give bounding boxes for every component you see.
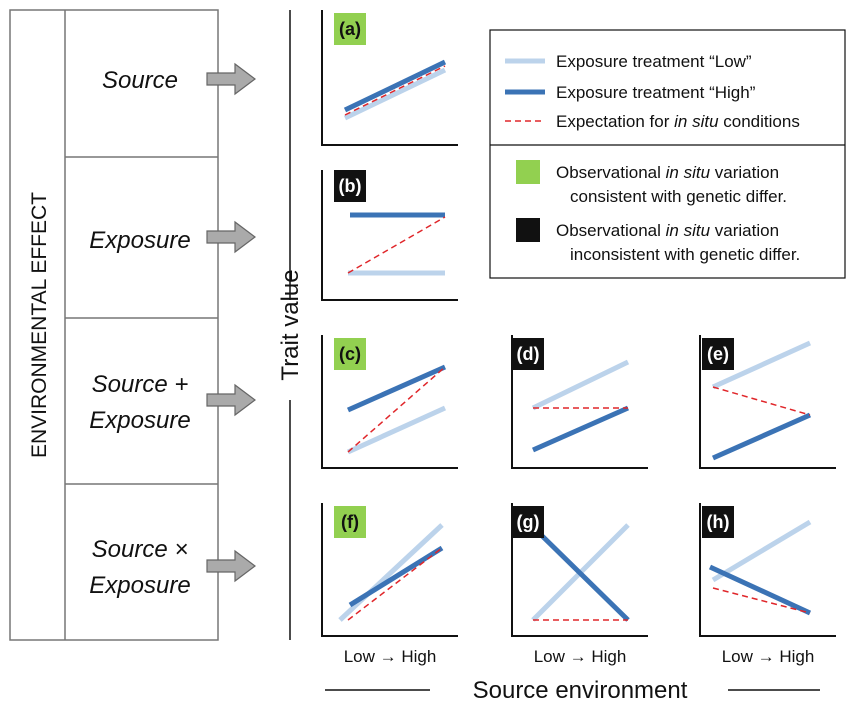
row-label: Exposure [89, 407, 190, 434]
panel-label: (a) [339, 19, 361, 39]
legend-text-part: Observational [556, 221, 666, 240]
legend-text-part: in situ [674, 112, 719, 131]
legend-text: Exposure treatment “Low” [556, 52, 752, 71]
high-line [343, 59, 447, 113]
legend-text: Expectation for in situ conditions [556, 112, 800, 131]
expect-line [712, 587, 811, 614]
low-line [711, 340, 812, 390]
panel-badge [702, 338, 734, 370]
panel-badge [334, 338, 366, 370]
legend: Exposure treatment “Low” Exposure treatm… [489, 29, 846, 279]
legend-swatch [516, 218, 540, 242]
low-line [338, 523, 444, 622]
panel-axes [511, 335, 648, 469]
legend-text-part: in situ [666, 163, 711, 182]
expect-line [347, 547, 443, 621]
legend-text-part: conditions [719, 112, 800, 131]
panel-badge [334, 506, 366, 538]
low-line [346, 405, 447, 455]
effect-label: ENVIRONMENTAL EFFECT [28, 192, 51, 458]
high-line [711, 412, 812, 461]
legend-text-part: Expectation for [556, 112, 674, 131]
row-label: Source [102, 67, 178, 94]
expect-line [347, 366, 446, 453]
panel-badge [334, 170, 366, 202]
y-label: Trait value [277, 269, 304, 380]
high-line [348, 545, 444, 608]
panel-axes [699, 503, 836, 637]
x-tick-label: Low → High [344, 647, 437, 666]
panel-label: (e) [707, 344, 729, 364]
panel-badge [334, 13, 366, 45]
high-line [531, 525, 630, 622]
low-line [711, 519, 812, 583]
row-label: Exposure [89, 227, 190, 254]
arrow [206, 220, 256, 254]
arrow [206, 383, 256, 417]
panel-axes [321, 335, 458, 469]
panels [321, 10, 836, 637]
high-line [708, 564, 812, 616]
low-line [531, 359, 630, 411]
legend-text-part: Observational [556, 163, 666, 182]
panel-badge [512, 338, 544, 370]
high-line [346, 364, 447, 413]
panel-axes [321, 10, 458, 146]
panel-label: (g) [517, 512, 540, 532]
legend-text: Exposure treatment “High” [556, 83, 756, 102]
panel-axes [511, 503, 648, 637]
panel-label: (d) [517, 344, 540, 364]
expect-line [712, 386, 811, 416]
x-label: Source environment [473, 677, 688, 702]
high-line [531, 405, 630, 453]
legend-text: Observational in situ variation [556, 163, 779, 182]
row-label: Source × [92, 536, 189, 563]
legend-swatch [516, 160, 540, 184]
expect-line [347, 216, 446, 274]
low-line [343, 67, 447, 121]
legend-box [489, 29, 846, 279]
legend-text: Observational in situ variation [556, 221, 779, 240]
panel-axes [321, 503, 458, 637]
panel-label: (c) [339, 344, 361, 364]
legend-text: inconsistent with genetic differ. [570, 245, 800, 264]
arrow [206, 549, 256, 583]
panel-axes [699, 335, 836, 469]
legend-text-part: in situ [666, 221, 711, 240]
expect-line [344, 65, 446, 116]
panel-labels: (a) (b) (c) (d) (e) (f) (g) (h) [334, 13, 734, 538]
x-tick-label: Low → High [722, 647, 815, 666]
panel-label: (h) [707, 512, 730, 532]
effect-table: ENVIRONMENTAL EFFECT Source Exposure Sou… [9, 9, 219, 641]
arrow [206, 62, 256, 96]
panel-label: (f) [341, 512, 359, 532]
panel-axes [321, 170, 458, 301]
panel-badge [702, 506, 734, 538]
panel-badge [512, 506, 544, 538]
legend-text-part: variation [710, 221, 779, 240]
legend-text: consistent with genetic differ. [570, 187, 787, 206]
row-label: Source + [92, 371, 189, 398]
legend-text-part: variation [710, 163, 779, 182]
table-border [9, 9, 219, 641]
arrows [206, 62, 256, 583]
x-tick-label: Low → High [534, 647, 627, 666]
row-label: Exposure [89, 572, 190, 599]
panel-label: (b) [339, 176, 362, 196]
